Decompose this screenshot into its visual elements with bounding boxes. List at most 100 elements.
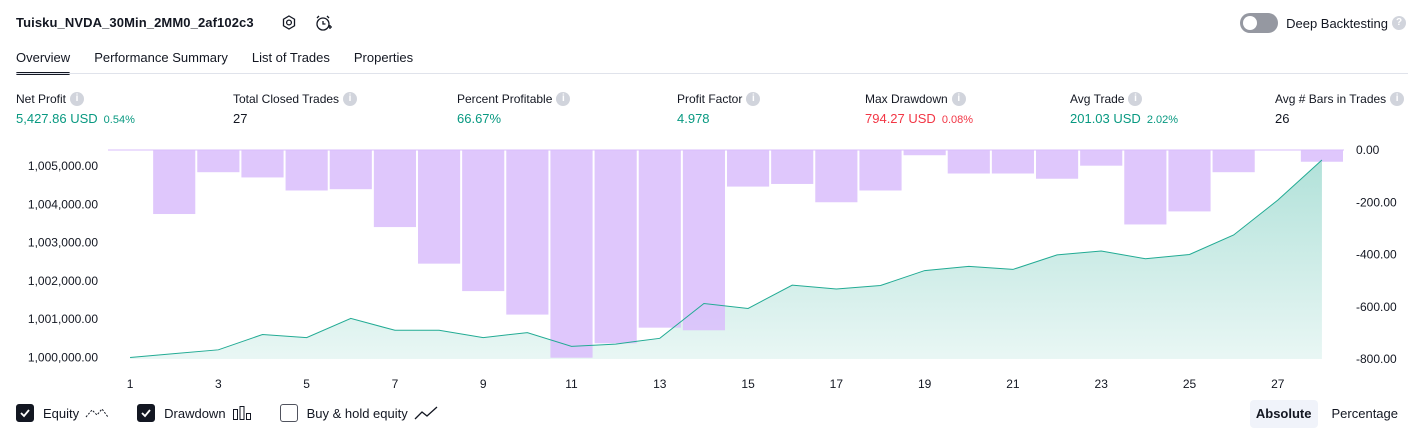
tab-divider [16, 73, 1408, 74]
legend-drawdown[interactable]: Drawdown [137, 404, 251, 422]
y-right-tick-label: -600.00 [1356, 300, 1397, 314]
deep-backtesting-label: Deep Backtesting [1286, 16, 1388, 31]
x-tick-label: 21 [1006, 377, 1020, 391]
stat-value: 27 [233, 111, 247, 126]
y-left-tick-label: 1,003,000.00 [28, 236, 98, 250]
add-alert-icon[interactable] [313, 13, 333, 33]
x-tick-label: 3 [215, 377, 222, 391]
toggle-knob [1243, 16, 1257, 30]
legend-label: Buy & hold equity [307, 406, 408, 421]
stat-avg-trade: Avg Trade i 201.03 USD 2.02% [1070, 92, 1178, 126]
stat-value: 5,427.86 USD [16, 111, 98, 126]
tab-overview[interactable]: Overview [16, 46, 70, 74]
stat-value: 26 [1275, 111, 1289, 126]
absolute-button[interactable]: Absolute [1250, 400, 1318, 428]
stat-label: Max Drawdown [865, 92, 948, 106]
stat-label: Avg Trade [1070, 92, 1124, 106]
drawdown-bar [330, 150, 372, 189]
drawdown-bar [241, 150, 283, 177]
buy-hold-line-icon [414, 405, 438, 421]
percentage-button[interactable]: Percentage [1326, 400, 1405, 428]
drawdown-bar [418, 150, 460, 264]
tab-properties[interactable]: Properties [354, 46, 413, 74]
info-icon[interactable]: i [1128, 92, 1142, 106]
stats-row: Net Profit i 5,427.86 USD 0.54% Total Clos… [0, 92, 1424, 132]
drawdown-bar [1124, 150, 1166, 224]
info-icon[interactable]: i [70, 92, 84, 106]
x-tick-label: 19 [918, 377, 932, 391]
check-icon [19, 407, 31, 419]
drawdown-bar [639, 150, 681, 328]
legend-label: Equity [43, 406, 79, 421]
stat-max-drawdown: Max Drawdown i 794.27 USD 0.08% [865, 92, 973, 126]
y-right-tick-label: -800.00 [1356, 352, 1397, 366]
stat-percent-profitable: Percent Profitable i 66.67% [457, 92, 570, 126]
stat-label: Net Profit [16, 92, 66, 106]
stat-pct: 0.54% [104, 114, 135, 126]
x-tick-label: 13 [653, 377, 667, 391]
legend-equity[interactable]: Equity [16, 404, 109, 422]
y-left-tick-label: 1,004,000.00 [28, 197, 98, 211]
info-icon[interactable]: i [343, 92, 357, 106]
x-tick-label: 15 [741, 377, 755, 391]
stat-pct: 2.02% [1147, 114, 1178, 126]
y-right-tick-label: -200.00 [1356, 195, 1397, 209]
report-header: Tuisku_NVDA_30Min_2MM0_2af102c3 Deep Bac… [0, 0, 1424, 46]
y-left-tick-label: 1,000,000.00 [28, 350, 98, 364]
drawdown-bar [904, 150, 946, 155]
y-left-tick-label: 1,001,000.00 [28, 312, 98, 326]
strategy-title: Tuisku_NVDA_30Min_2MM0_2af102c3 [16, 15, 254, 30]
legend-buy-hold[interactable]: Buy & hold equity [280, 404, 438, 422]
settings-icon[interactable] [279, 13, 299, 33]
buy-hold-checkbox[interactable] [280, 404, 298, 422]
equity-drawdown-chart[interactable]: 1,005,000.00 1,004,000.00 1,003,000.00 1,00… [0, 140, 1424, 398]
drawdown-checkbox[interactable] [137, 404, 155, 422]
value-mode-switch: Absolute Percentage [1242, 400, 1404, 428]
x-tick-label: 27 [1271, 377, 1285, 391]
tab-list-of-trades[interactable]: List of Trades [252, 46, 330, 74]
drawdown-bar [992, 150, 1034, 174]
drawdown-bar [1036, 150, 1078, 179]
drawdown-bar [550, 150, 592, 358]
x-tick-label: 9 [480, 377, 487, 391]
drawdown-bar [1168, 150, 1210, 211]
drawdown-bar [815, 150, 857, 202]
drawdown-bar [771, 150, 813, 184]
stat-label: Total Closed Trades [233, 92, 339, 106]
drawdown-bar [374, 150, 416, 227]
drawdown-bars-icon [232, 405, 252, 421]
drawdown-bar [197, 150, 239, 172]
x-tick-label: 23 [1095, 377, 1109, 391]
x-tick-label: 11 [565, 377, 578, 391]
equity-checkbox[interactable] [16, 404, 34, 422]
drawdown-bar [595, 150, 637, 343]
y-right-tick-label: -400.00 [1356, 248, 1397, 262]
stat-value: 201.03 USD [1070, 111, 1141, 126]
info-icon[interactable]: i [556, 92, 570, 106]
report-tabs: Overview Performance Summary List of Tra… [16, 46, 437, 74]
equity-line-icon [85, 405, 109, 421]
y-left-tick-label: 1,002,000.00 [28, 274, 98, 288]
help-icon[interactable]: ? [1392, 16, 1406, 30]
drawdown-bar [1080, 150, 1122, 166]
tab-performance-summary[interactable]: Performance Summary [94, 46, 228, 74]
info-icon[interactable]: i [746, 92, 760, 106]
stat-total-closed-trades: Total Closed Trades i 27 [233, 92, 357, 126]
stat-avg-bars-in-trades: Avg # Bars in Trades i 26 [1275, 92, 1404, 126]
stat-label: Avg # Bars in Trades [1275, 92, 1386, 106]
drawdown-bar [859, 150, 901, 190]
drawdown-bar [1213, 150, 1255, 172]
drawdown-bar [727, 150, 769, 187]
deep-backtesting-toggle[interactable] [1240, 13, 1278, 33]
stat-pct: 0.08% [942, 114, 973, 126]
check-icon [140, 407, 152, 419]
drawdown-bar [462, 150, 504, 291]
info-icon[interactable]: i [1390, 92, 1404, 106]
x-tick-label: 1 [127, 377, 134, 391]
stat-label: Profit Factor [677, 92, 742, 106]
info-icon[interactable]: i [952, 92, 966, 106]
x-tick-label: 5 [303, 377, 310, 391]
stat-value: 4.978 [677, 111, 710, 126]
drawdown-bar [286, 150, 328, 190]
drawdown-bar [948, 150, 990, 174]
